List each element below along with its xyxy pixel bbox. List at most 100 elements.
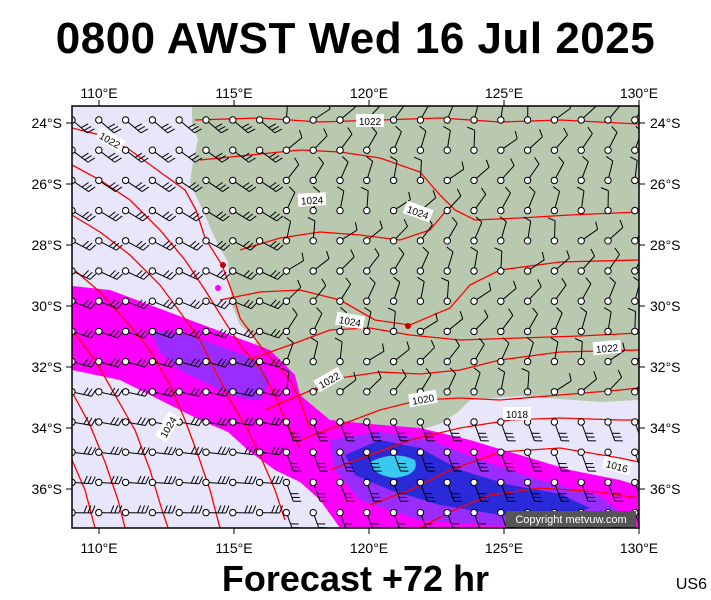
- svg-text:1024: 1024: [338, 315, 362, 330]
- wind-station: [576, 186, 585, 215]
- wind-station: [363, 307, 372, 336]
- wind-station: [175, 206, 203, 222]
- wind-station: [282, 279, 302, 305]
- wind-station: [494, 247, 505, 275]
- wind-station: [95, 206, 123, 222]
- lon-label: 130°E: [620, 540, 658, 556]
- wind-station: [202, 206, 230, 222]
- wind-station: [282, 337, 294, 366]
- wind-station: [282, 186, 296, 215]
- wind-station: [363, 478, 382, 502]
- wind-station: [631, 478, 639, 496]
- lon-label: 125°E: [485, 540, 523, 556]
- wind-station: [148, 505, 176, 517]
- wind-station: [148, 446, 177, 456]
- wind-station: [577, 306, 588, 336]
- wind-station: [550, 307, 563, 336]
- wind-station: [389, 448, 409, 472]
- wind-station: [175, 267, 204, 280]
- wind-station: [255, 206, 284, 222]
- wind-station: [631, 418, 639, 436]
- svg-text:1024: 1024: [301, 195, 324, 207]
- wind-station: [255, 267, 284, 280]
- wind-station: [121, 387, 150, 397]
- wind-station: [416, 508, 434, 528]
- wind-station: [577, 371, 597, 396]
- wind-station: [336, 127, 353, 154]
- wind-station: [148, 297, 177, 310]
- wind-station: [121, 475, 150, 487]
- wind-station: [470, 246, 478, 275]
- wind-station: [470, 159, 490, 185]
- map-frame: [71, 105, 640, 529]
- rain-extreme-core: [370, 455, 416, 478]
- wind-station: [175, 237, 204, 251]
- wind-station: [336, 106, 356, 124]
- wind-station: [202, 297, 231, 310]
- wind-station: [497, 186, 511, 215]
- wind-station: [229, 176, 257, 192]
- wind-station: [255, 357, 285, 368]
- wind-station: [443, 246, 454, 275]
- wind-station: [416, 246, 429, 275]
- wind-station: [523, 448, 543, 472]
- wind-station: [443, 367, 457, 396]
- wind-station: [389, 218, 408, 245]
- wind-station: [148, 146, 176, 163]
- wind-station: [363, 343, 385, 366]
- wind-station: [416, 276, 425, 305]
- wind-station: [281, 367, 291, 396]
- wind-station: [336, 156, 349, 185]
- wind-station: [363, 370, 382, 396]
- wind-station: [389, 478, 409, 502]
- wind-station: [307, 216, 317, 245]
- wind-station: [470, 367, 481, 396]
- wind-station: [547, 217, 559, 245]
- wind-station: [336, 277, 352, 305]
- wind-station: [550, 186, 561, 215]
- wind-station: [336, 186, 345, 215]
- wind-station: [229, 387, 258, 397]
- wind-station: [95, 237, 123, 251]
- wind-station: [202, 146, 230, 163]
- lat-label: 36°S: [650, 481, 681, 497]
- wind-station: [550, 156, 565, 185]
- wind-station: [497, 337, 510, 366]
- lat-label: 24°S: [650, 115, 681, 131]
- wind-station: [416, 106, 429, 124]
- wind-station: [282, 448, 302, 472]
- wind-station: [443, 311, 464, 336]
- wind-station: [72, 505, 96, 517]
- wind-station: [497, 367, 506, 396]
- wind-station: [523, 251, 545, 275]
- rain-medium-band: [150, 330, 620, 526]
- wind-station: [255, 237, 284, 251]
- wind-station: [631, 206, 639, 215]
- wind-station: [389, 418, 409, 442]
- map-axes: 110°E 110°E 115°E 115°E 120°E 120°E 125°E 125°E…: [31, 85, 680, 556]
- wind-station: [229, 237, 257, 251]
- wind-station: [95, 267, 124, 280]
- isobar-label: 1024: [335, 311, 366, 330]
- wind-station: [309, 478, 329, 502]
- wind-station: [336, 478, 355, 502]
- wind-station: [631, 235, 639, 245]
- wind-station: [95, 357, 124, 368]
- lon-label: 120°E: [350, 540, 388, 556]
- wind-station: [175, 387, 204, 397]
- wind-station: [121, 237, 150, 251]
- wind-station: [363, 248, 380, 275]
- isobar-label: 1024: [297, 192, 327, 208]
- svg-text:1022: 1022: [359, 117, 382, 128]
- svg-text:1018: 1018: [506, 410, 529, 421]
- wind-station: [363, 418, 382, 442]
- wind-station: [309, 128, 328, 154]
- wind-station: [467, 126, 478, 154]
- wind-station: [604, 156, 614, 185]
- wind-station: [577, 478, 597, 502]
- wind-station: [470, 448, 489, 472]
- wind-station: [121, 297, 150, 310]
- wind-station: [604, 126, 618, 154]
- wind-station: [148, 357, 177, 368]
- wind-station: [443, 478, 463, 502]
